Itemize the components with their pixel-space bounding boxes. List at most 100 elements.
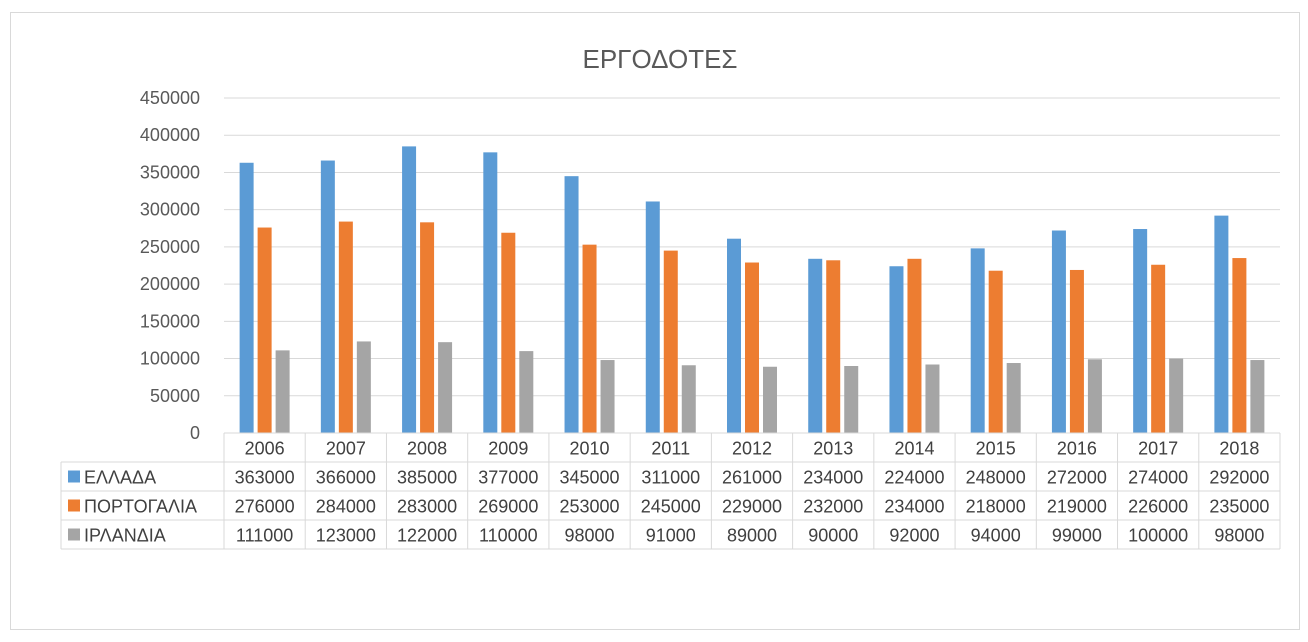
bar — [808, 258, 823, 433]
data-label: 261000 — [722, 468, 782, 488]
bar — [844, 366, 859, 433]
x-tick-label: 2007 — [326, 439, 366, 459]
bar — [727, 238, 741, 433]
data-label: 98000 — [1214, 526, 1264, 546]
y-tick-label: 0 — [190, 423, 200, 443]
data-label: 232000 — [803, 497, 863, 517]
legend-label: ΠΟΡΤΟΓΑΛΙΑ — [84, 497, 197, 517]
data-label: 226000 — [1128, 497, 1188, 517]
x-tick-label: 2014 — [894, 439, 934, 459]
x-tick-label: 2016 — [1057, 439, 1097, 459]
data-label: 224000 — [884, 468, 944, 488]
legend-label: ΙΡΛΑΝΔΙΑ — [84, 526, 166, 546]
data-label: 234000 — [884, 497, 944, 517]
bar — [681, 365, 696, 433]
data-label: 122000 — [397, 526, 457, 546]
bar — [402, 146, 417, 433]
x-tick-label: 2017 — [1138, 439, 1178, 459]
bar — [763, 366, 777, 433]
bar — [501, 232, 516, 433]
data-label: 91000 — [646, 526, 696, 546]
bar — [338, 221, 353, 433]
data-label: 345000 — [559, 468, 619, 488]
data-label: 269000 — [478, 497, 538, 517]
data-label: 111000 — [236, 526, 293, 546]
bar — [826, 260, 841, 433]
x-tick-label: 2012 — [732, 439, 772, 459]
data-label: 276000 — [235, 497, 295, 517]
x-tick-label: 2010 — [570, 439, 610, 459]
bar — [1250, 360, 1265, 433]
bar — [1169, 358, 1184, 433]
bar — [320, 160, 335, 434]
bars — [239, 146, 1265, 434]
bar — [663, 250, 678, 433]
y-tick-label: 50000 — [150, 386, 200, 406]
data-label: 284000 — [316, 497, 376, 517]
data-label: 90000 — [808, 526, 858, 546]
chart-title: ΕΡΓΟΔΟΤΕΣ — [582, 44, 737, 74]
data-label: 99000 — [1052, 526, 1102, 546]
data-label: 110000 — [479, 526, 538, 546]
x-tick-label: 2018 — [1219, 439, 1259, 459]
bar — [970, 248, 985, 433]
gridlines — [224, 97, 1280, 397]
bar — [1214, 215, 1229, 433]
data-label: 98000 — [565, 526, 615, 546]
x-tick-label: 2013 — [813, 439, 853, 459]
bar — [1133, 229, 1148, 433]
bar — [519, 351, 534, 433]
x-tick-label: 2009 — [488, 439, 528, 459]
data-label: 92000 — [889, 526, 939, 546]
data-label: 218000 — [966, 497, 1026, 517]
legend-key — [68, 528, 80, 541]
bar — [1051, 230, 1066, 433]
y-tick-label: 250000 — [140, 237, 200, 257]
bar — [745, 262, 759, 433]
data-table: 2006 2007 2008 2009 2010 2011 2012 2013 2014 2015… — [60, 432, 1281, 550]
y-tick-label: 300000 — [140, 200, 200, 220]
bar — [582, 244, 597, 433]
x-tick-label: 2015 — [976, 439, 1016, 459]
data-label: 292000 — [1209, 468, 1269, 488]
y-tick-label: 200000 — [140, 274, 200, 294]
data-label: 366000 — [316, 468, 376, 488]
data-label: 363000 — [235, 468, 295, 488]
data-label: 123000 — [316, 526, 376, 546]
bar — [1087, 359, 1102, 433]
y-tick-label: 350000 — [140, 162, 200, 182]
bar — [275, 350, 290, 433]
data-label: 234000 — [803, 468, 863, 488]
legend-label: ΕΛΛΑΔΑ — [84, 468, 156, 488]
bar — [1069, 269, 1084, 433]
bar — [600, 360, 615, 433]
bar — [438, 342, 453, 433]
data-label: 377000 — [478, 468, 538, 488]
y-axis: 0 50000 100000 150000 200000 250000 300000 3500… — [140, 88, 200, 443]
data-label: 253000 — [559, 497, 619, 517]
y-tick-label: 150000 — [140, 311, 200, 331]
data-label: 229000 — [722, 497, 782, 517]
data-label: 89000 — [727, 526, 777, 546]
data-label: 94000 — [971, 526, 1021, 546]
y-tick-label: 450000 — [140, 88, 200, 108]
bar — [356, 341, 371, 433]
data-label: 100000 — [1128, 526, 1188, 546]
bar — [483, 152, 498, 433]
legend-key — [68, 470, 80, 483]
bar — [645, 201, 660, 433]
bar — [925, 364, 940, 433]
x-tick-label: 2008 — [407, 439, 447, 459]
bar — [889, 266, 904, 433]
bar — [420, 222, 435, 433]
bar — [1006, 363, 1021, 433]
bar — [1151, 264, 1166, 433]
data-label: 311000 — [641, 468, 700, 488]
data-label: 272000 — [1047, 468, 1107, 488]
bar — [1232, 258, 1247, 433]
legend-key — [68, 499, 80, 512]
bar — [988, 270, 1003, 433]
data-label: 385000 — [397, 468, 457, 488]
data-label: 274000 — [1128, 468, 1188, 488]
y-tick-label: 100000 — [140, 349, 200, 369]
